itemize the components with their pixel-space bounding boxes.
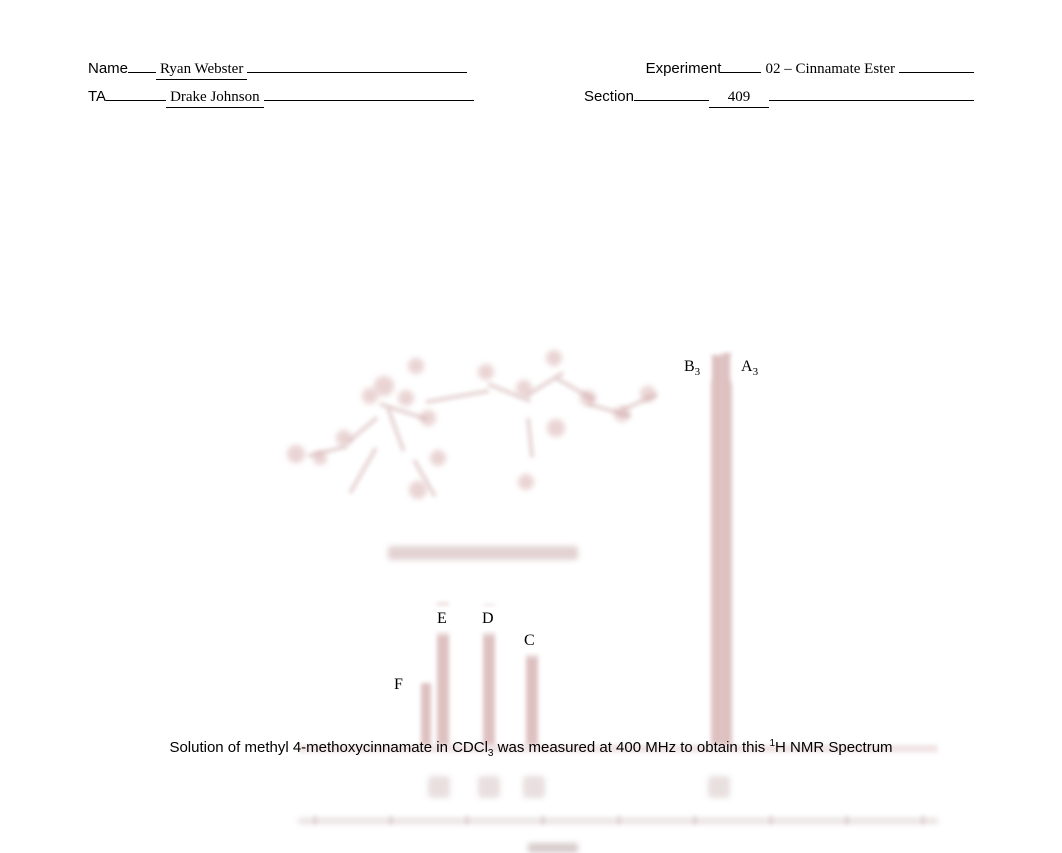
experiment-value: 02 – Cinnamate Ester [761, 61, 899, 79]
axis-tick [465, 816, 469, 824]
axis-tick [769, 816, 773, 824]
ta-field: TA Drake Johnson [88, 88, 474, 108]
nmr-spectrum: F E DC B3 A3 [88, 158, 974, 698]
peak-C [526, 637, 538, 745]
peak-label-F: F [388, 674, 409, 696]
integration-mark [708, 776, 730, 798]
axis-tick [693, 816, 697, 824]
axis-tick [389, 816, 393, 824]
integration-mark [523, 776, 545, 798]
peak-label-A: A3 [735, 356, 764, 380]
section-value: 409 [709, 89, 769, 108]
figure-caption: Solution of methyl 4-methoxycinnamate in… [0, 738, 1062, 759]
name-label: Name [88, 60, 128, 77]
axis-label-blur [528, 843, 578, 853]
section-label: Section [584, 88, 634, 105]
peak-label-D: D [476, 608, 500, 630]
integration-mark [478, 776, 500, 798]
axis-tick [921, 816, 925, 824]
name-value: Ryan Webster [156, 61, 247, 80]
integration-mark [428, 776, 450, 798]
ta-value: Drake Johnson [166, 89, 264, 108]
peak-label-B: B3 [678, 356, 706, 380]
experiment-field: Experiment 02 – Cinnamate Ester [646, 60, 974, 80]
caption-middle: was measured at 400 MHz to obtain this [493, 739, 769, 756]
caption-prefix: Solution of methyl 4-methoxycinnamate in… [169, 739, 487, 756]
axis-tick [541, 816, 545, 824]
name-field: Name Ryan Webster [88, 60, 467, 80]
axis-tick [845, 816, 849, 824]
peak-F [421, 683, 431, 745]
axis-tick [617, 816, 621, 824]
peak-region [88, 158, 974, 748]
caption-suffix: H NMR Spectrum [775, 739, 893, 756]
section-field: Section 409 [584, 88, 974, 108]
peak-label-C: C [518, 630, 541, 652]
experiment-label: Experiment [646, 60, 722, 77]
peak-A [722, 353, 732, 745]
ta-label: TA [88, 88, 106, 105]
axis-tick [313, 816, 317, 824]
peak-label-E: E [431, 608, 453, 630]
